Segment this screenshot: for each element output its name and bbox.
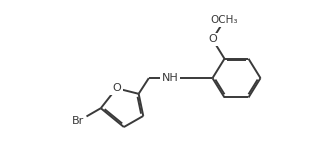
Text: O: O bbox=[208, 34, 217, 44]
Text: Br: Br bbox=[72, 116, 84, 127]
Text: OCH₃: OCH₃ bbox=[211, 15, 238, 25]
Text: NH: NH bbox=[162, 73, 178, 83]
Text: O: O bbox=[112, 83, 121, 93]
